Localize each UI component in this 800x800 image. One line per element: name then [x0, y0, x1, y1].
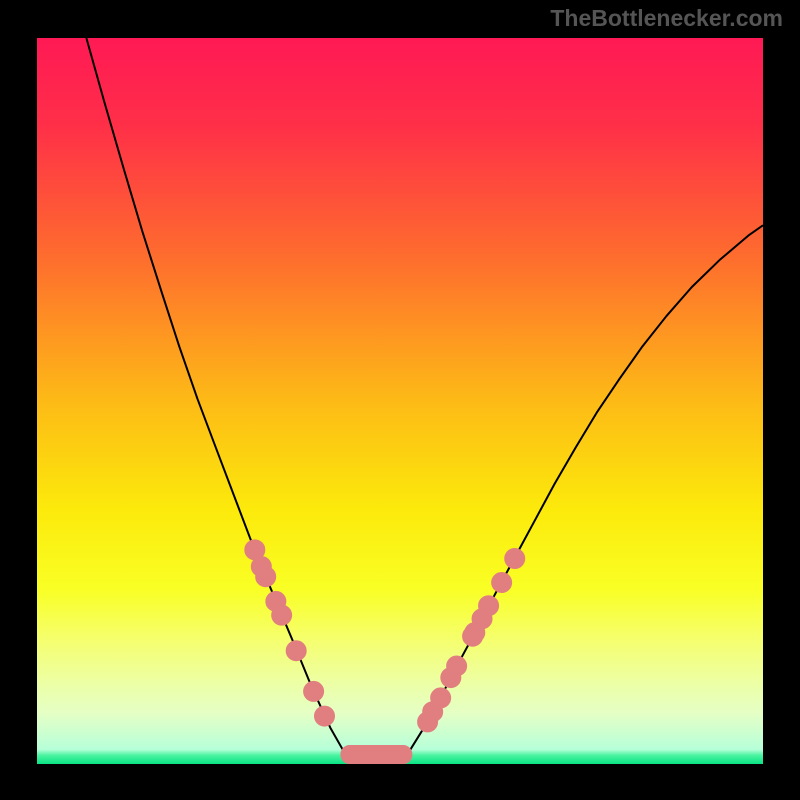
data-point-right: [492, 573, 512, 593]
data-point-left: [304, 681, 324, 701]
plot-area: [37, 38, 763, 764]
watermark-text: TheBottlenecker.com: [550, 5, 783, 32]
plot-svg: [37, 38, 763, 764]
data-point-right: [431, 688, 451, 708]
data-point-left: [286, 641, 306, 661]
optimal-range-bar: [340, 745, 412, 764]
data-point-right: [505, 549, 525, 569]
data-point-left: [315, 706, 335, 726]
gradient-background: [37, 38, 763, 764]
data-point-right: [447, 656, 467, 676]
data-point-left: [272, 605, 292, 625]
outer-frame: TheBottlenecker.com: [0, 0, 800, 800]
data-point-right: [479, 596, 499, 616]
data-point-left: [256, 567, 276, 587]
